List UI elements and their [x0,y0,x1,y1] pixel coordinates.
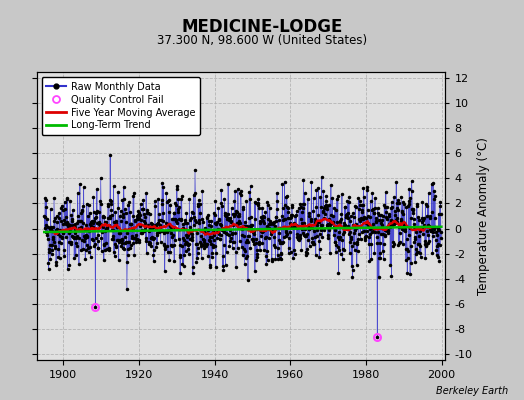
Text: MEDICINE-LODGE: MEDICINE-LODGE [181,18,343,36]
Text: 37.300 N, 98.600 W (United States): 37.300 N, 98.600 W (United States) [157,34,367,47]
Legend: Raw Monthly Data, Quality Control Fail, Five Year Moving Average, Long-Term Tren: Raw Monthly Data, Quality Control Fail, … [41,77,200,135]
Text: Berkeley Earth: Berkeley Earth [436,386,508,396]
Y-axis label: Temperature Anomaly (°C): Temperature Anomaly (°C) [477,137,489,295]
